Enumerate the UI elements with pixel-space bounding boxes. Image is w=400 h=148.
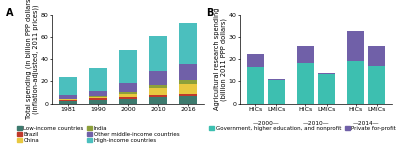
Bar	[149, 71, 167, 85]
Bar	[119, 50, 137, 83]
Text: —2000—: —2000—	[252, 121, 279, 126]
Bar	[368, 46, 385, 66]
Bar	[119, 94, 137, 97]
Bar	[149, 36, 167, 71]
Bar	[119, 83, 137, 92]
Bar	[247, 54, 264, 67]
Bar	[179, 84, 197, 94]
Y-axis label: Total spending (in billion PPP dollars
(inflation-adjusted, 2011 prices)): Total spending (in billion PPP dollars (…	[25, 0, 39, 119]
Bar	[59, 101, 77, 104]
Bar	[268, 80, 285, 104]
Bar	[89, 100, 107, 104]
Legend: Government, higher education, and nonprofit, Private for-profit: Government, higher education, and nonpro…	[209, 126, 396, 131]
Text: A: A	[6, 8, 14, 18]
Bar	[347, 61, 364, 104]
Text: —2010—: —2010—	[303, 121, 329, 126]
Y-axis label: Agricultural research spending
(billion 2011 PPP dollars): Agricultural research spending (billion …	[214, 8, 227, 110]
Bar	[119, 99, 137, 104]
Bar	[59, 100, 77, 101]
Bar	[179, 96, 197, 104]
Bar	[347, 32, 364, 61]
Legend: Low-income countries, Brazil, China, India, Other middle-income countries, High-: Low-income countries, Brazil, China, Ind…	[17, 126, 179, 143]
Text: —2014—: —2014—	[353, 121, 380, 126]
Bar	[59, 99, 77, 100]
Bar	[59, 95, 77, 99]
Bar	[149, 85, 167, 88]
Bar	[318, 73, 335, 74]
Bar	[179, 64, 197, 80]
Bar	[89, 91, 107, 96]
Bar	[119, 97, 137, 99]
Text: B: B	[206, 8, 214, 18]
Bar	[179, 80, 197, 84]
Bar	[179, 23, 197, 64]
Bar	[297, 62, 314, 104]
Bar	[119, 92, 137, 94]
Bar	[247, 67, 264, 104]
Bar	[149, 98, 167, 104]
Bar	[89, 96, 107, 98]
Bar	[268, 79, 285, 80]
Bar	[368, 66, 385, 104]
Bar	[149, 88, 167, 95]
Bar	[59, 77, 77, 95]
Bar	[149, 95, 167, 98]
Bar	[89, 98, 107, 100]
Bar	[297, 46, 314, 62]
Bar	[89, 67, 107, 91]
Bar	[318, 74, 335, 104]
Bar	[179, 94, 197, 96]
